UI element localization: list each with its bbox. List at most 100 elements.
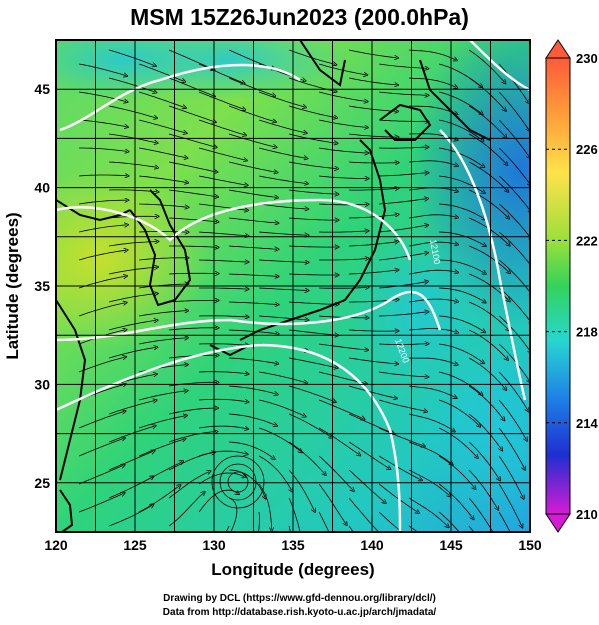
streamline [169, 273, 217, 274]
streamline [318, 427, 359, 455]
vortex-ring [219, 463, 257, 501]
streamline [79, 225, 127, 233]
streamline [288, 385, 334, 402]
streamline [468, 469, 497, 509]
streamline [408, 525, 419, 532]
streamline [78, 250, 126, 261]
streamline [229, 413, 276, 425]
streamline [229, 469, 265, 497]
streamline [259, 371, 306, 383]
streamline [349, 270, 397, 275]
x-tick-label: 125 [123, 537, 147, 553]
streamline [498, 399, 526, 440]
streamline [289, 301, 337, 304]
streamline [379, 63, 427, 69]
y-tick-label: 30 [34, 376, 50, 392]
streamline [259, 287, 307, 291]
streamline [78, 465, 123, 485]
streamline [168, 472, 209, 499]
streamline [289, 161, 337, 169]
x-tick-label: 145 [439, 537, 463, 553]
streamline [259, 203, 307, 209]
streamline [318, 399, 363, 419]
streamline [288, 497, 301, 532]
streamline [289, 217, 337, 220]
streamline [379, 371, 427, 377]
credit-line-2: Data from http://database.rish.kyoto-u.a… [162, 607, 437, 618]
streamline [408, 469, 449, 496]
streamline [379, 91, 427, 95]
colorbar-tick-label: 210 [576, 507, 598, 522]
vortex-ring [211, 455, 265, 509]
streamline [378, 399, 426, 411]
streamline [199, 175, 246, 185]
streamline [108, 451, 153, 471]
streamline [198, 472, 244, 485]
streamline [199, 260, 247, 262]
streamline [79, 119, 127, 127]
streamline [468, 105, 506, 137]
streamline [79, 91, 126, 102]
streamline [198, 91, 244, 109]
streamline [139, 175, 187, 183]
streamline [199, 344, 247, 345]
streamline [378, 455, 421, 480]
streamline [169, 189, 217, 197]
streamline [498, 427, 524, 469]
streamline [409, 215, 457, 218]
streamline [468, 497, 494, 532]
streamline [379, 253, 427, 261]
streamline [438, 511, 460, 532]
streamline [79, 175, 127, 176]
x-tick-label: 130 [202, 537, 226, 553]
streamline [349, 49, 396, 58]
y-tick-label: 35 [34, 278, 50, 294]
colorbar-tick-label: 226 [576, 142, 598, 157]
streamline [138, 63, 184, 81]
streamline [349, 188, 397, 190]
streamline [168, 77, 214, 96]
streamline [168, 493, 204, 527]
streamline [319, 343, 367, 350]
streamline [319, 91, 366, 101]
streamline [409, 413, 454, 431]
streamline [439, 203, 484, 219]
streamline [259, 147, 306, 158]
streamline [169, 328, 217, 331]
streamline [199, 425, 247, 429]
streamline [138, 439, 184, 457]
streamline [108, 49, 154, 66]
streamline [498, 175, 530, 212]
map-title: MSM 15Z26Jun2023 (200.0hPa) [130, 4, 469, 30]
streamline [78, 438, 124, 457]
coastline-sakhalin-russia [299, 40, 491, 141]
streamline [319, 231, 367, 232]
contour-line-east [439, 129, 527, 401]
streamline [498, 91, 529, 130]
streamline [198, 119, 245, 135]
streamline [79, 200, 127, 205]
streamline [409, 105, 456, 114]
coastline-hokkaido [379, 103, 432, 141]
streamline [258, 119, 305, 133]
streamline [168, 453, 214, 471]
streamline [498, 371, 528, 410]
streamline [409, 357, 456, 364]
streamline [259, 259, 307, 262]
streamline [468, 413, 501, 449]
streamline [319, 287, 367, 288]
streamline [288, 105, 336, 118]
graticule [56, 40, 530, 532]
colorbar-top-triangle [545, 39, 571, 59]
streamline [259, 175, 306, 184]
streamline [439, 371, 481, 394]
colorbar-bar [545, 57, 571, 515]
streamline [258, 91, 305, 107]
streamline [468, 161, 507, 191]
x-tick-label: 120 [44, 537, 68, 553]
streamline [349, 330, 397, 331]
streamline [108, 505, 152, 527]
streamline [289, 357, 336, 368]
streamline [229, 161, 276, 172]
colorbar-tick-label: 222 [576, 233, 598, 248]
